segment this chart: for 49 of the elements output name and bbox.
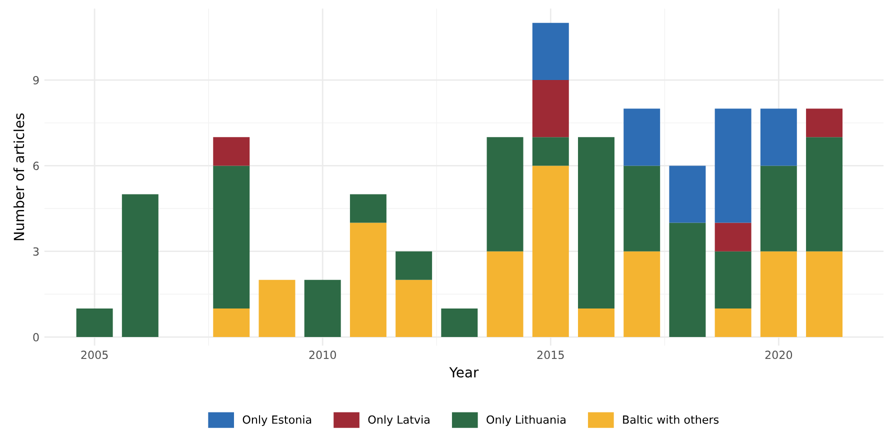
y-axis-title: Number of articles (13, 113, 24, 240)
bar (578, 137, 614, 308)
bar (76, 308, 113, 338)
x-tick-label: 2015 (537, 350, 564, 360)
bar (532, 137, 569, 166)
y-tick-label: 0 (33, 333, 39, 342)
bar (624, 251, 660, 338)
y-tick-label: 9 (33, 76, 39, 84)
bar (624, 166, 660, 252)
bar (213, 166, 250, 308)
bar (486, 137, 524, 252)
bar (760, 108, 797, 166)
legend-label: Only Lithuania (486, 415, 566, 426)
bar (806, 108, 843, 138)
bar (213, 137, 250, 166)
bar (669, 166, 706, 223)
bar (578, 308, 614, 338)
bar (396, 280, 432, 338)
bar (624, 108, 660, 166)
bar (714, 251, 752, 308)
legend-label: Only Estonia (242, 415, 312, 426)
bar (760, 251, 797, 338)
bar (532, 166, 569, 338)
bar (396, 251, 432, 280)
bar (669, 222, 706, 338)
bar (714, 108, 752, 223)
x-tick-label: 2020 (765, 350, 792, 360)
bar (532, 22, 569, 80)
x-tick-label: 2005 (81, 350, 108, 360)
bar (350, 194, 386, 223)
bar (486, 251, 524, 338)
bar (714, 308, 752, 338)
bar (806, 137, 843, 252)
bar (760, 166, 797, 252)
bar (532, 80, 569, 138)
y-tick-label: 3 (33, 247, 39, 256)
bar (122, 194, 158, 338)
bar (714, 222, 752, 252)
x-tick-label: 2010 (309, 350, 336, 360)
y-tick-label: 6 (33, 162, 39, 170)
bar (258, 280, 296, 338)
x-axis-title: Year (449, 367, 479, 378)
bar (806, 251, 843, 338)
legend-label: Only Latvia (368, 415, 430, 426)
bar (350, 222, 386, 338)
bar (213, 308, 250, 338)
bar (304, 280, 341, 338)
legend-label: Baltic with others (623, 415, 719, 424)
bar (441, 308, 478, 338)
